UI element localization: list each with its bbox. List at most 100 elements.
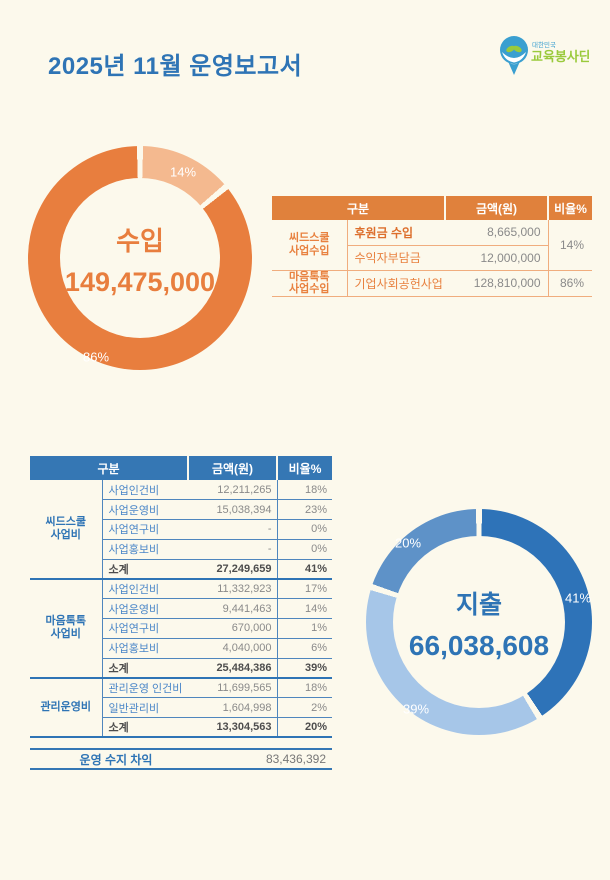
group-label-line: 사업비: [50, 528, 81, 541]
expense-table-header-row: 구분 금액(원) 비율%: [30, 456, 332, 480]
table-row: 사업운영비 15,038,394 23%: [30, 499, 332, 521]
donut-slice-label-14: 14%: [169, 164, 197, 180]
donut-hole: [393, 536, 565, 708]
group-cell: 씨드스쿨 사업비: [30, 480, 103, 580]
group-label-line: 관리운영비: [40, 701, 92, 714]
ratio-cell: 18%: [277, 480, 332, 501]
amount-cell: 11,332,923: [188, 578, 278, 600]
ratio-cell: 86%: [548, 270, 592, 297]
ratio-cell: 20%: [277, 717, 332, 739]
item-cell: 기업사회공헌사업: [347, 270, 445, 297]
table-row: 사업홍보비 4,040,000 6%: [30, 638, 332, 659]
item-cell: 사업연구비: [102, 618, 188, 639]
item-cell: 수익자부담금: [347, 245, 445, 271]
expense-donut-title: 지출: [455, 590, 502, 619]
subtotal-row: 소계 27,249,659 41%: [30, 559, 332, 580]
table-row: 씨드스쿨 사업수입 후원금 수입 8,665,000 14%: [272, 220, 592, 271]
group-label-line: 마음톡톡: [289, 270, 330, 283]
item-cell: 사업인건비: [102, 480, 188, 501]
amount-cell: 15,038,394: [188, 499, 278, 521]
amount-cell: 11,699,565: [188, 677, 278, 699]
ratio-cell: 0%: [277, 539, 332, 560]
group-cell: 씨드스쿨 사업수입: [272, 220, 348, 271]
amount-cell: 12,000,000: [445, 245, 549, 271]
item-cell: 사업홍보비: [102, 638, 188, 659]
col-header-ratio: 비율%: [276, 456, 332, 480]
group-label-line: 사업수입: [289, 244, 330, 257]
amount-cell: -: [188, 519, 278, 540]
net-balance-amount: 83,436,392: [265, 752, 326, 766]
table-row: 사업운영비 9,441,463 14%: [30, 598, 332, 620]
amount-cell: 13,304,563: [188, 717, 278, 739]
col-header-category: 구분: [272, 196, 445, 220]
donut-slice-label-39: 39%: [402, 701, 430, 717]
ratio-cell: 14%: [277, 598, 332, 620]
amount-cell: 27,249,659: [188, 559, 278, 580]
amount-cell: 9,441,463: [188, 598, 278, 620]
table-row: 씨드스쿨 사업비 사업인건비 12,211,265 18%: [30, 480, 332, 580]
subtotal-row: 소계 13,304,563 20%: [30, 717, 332, 739]
table-row: 관리운영비 관리운영 인건비 11,699,565 18%: [30, 677, 332, 739]
ratio-cell: 23%: [277, 499, 332, 521]
item-cell: 사업운영비: [102, 499, 188, 521]
item-cell: 소계: [102, 559, 188, 580]
amount-cell: 1,604,998: [188, 697, 278, 719]
table-row: 수익자부담금 12,000,000: [272, 245, 592, 271]
group-label-line: 마음톡톡: [45, 615, 86, 628]
logo-text-small: 대한민국: [532, 40, 556, 49]
donut-slice-label-41: 41%: [564, 590, 592, 606]
col-header-category: 구분: [30, 456, 188, 480]
donut-hole: [60, 178, 220, 338]
col-header-amount: 금액(원): [444, 196, 548, 220]
page-title: 2025년 11월 운영보고서: [48, 53, 303, 80]
item-cell: 소계: [102, 717, 188, 739]
amount-cell: 25,484,386: [188, 658, 278, 679]
amount-cell: 4,040,000: [188, 638, 278, 659]
ratio-cell: 18%: [277, 677, 332, 699]
subtotal-row: 소계 25,484,386 39%: [30, 658, 332, 679]
income-donut-center: 수입 149,475,000: [28, 146, 252, 370]
income-donut-title: 수입: [116, 225, 164, 256]
group-cell: 마음톡톡 사업비: [30, 578, 103, 679]
amount-cell: -: [188, 539, 278, 560]
item-cell: 소계: [102, 658, 188, 679]
group-cell: 마음톡톡 사업수입: [272, 270, 348, 297]
expense-table: 구분 금액(원) 비율% 씨드스쿨 사업비 사업인건비 12,211,265 18…: [30, 456, 332, 739]
item-cell: 사업홍보비: [102, 539, 188, 560]
group-label-line: 사업수입: [289, 283, 330, 296]
group-label-line: 씨드스쿨: [45, 515, 86, 528]
group-label-line: 사업비: [50, 628, 81, 641]
income-table-header-row: 구분 금액(원) 비율%: [272, 196, 592, 220]
ratio-cell: 1%: [277, 618, 332, 639]
expense-donut-chart: 41% 39% 20% 지출 66,038,608: [366, 509, 592, 735]
organization-logo-icon: 대한민국 교육봉사단: [500, 36, 589, 75]
col-header-amount: 금액(원): [187, 456, 277, 480]
ratio-cell: 14%: [548, 220, 592, 271]
col-header-ratio: 비율%: [547, 196, 592, 220]
item-cell: 사업연구비: [102, 519, 188, 540]
ratio-cell: 6%: [277, 638, 332, 659]
net-balance-label: 운영 수지 차익: [79, 752, 153, 767]
item-cell: 사업인건비: [102, 578, 188, 600]
expense-donut-center: 지출 66,038,608: [366, 509, 592, 735]
ratio-cell: 17%: [277, 578, 332, 600]
income-donut-total: 149,475,000: [64, 266, 216, 297]
table-row: 사업홍보비 - 0%: [30, 539, 332, 560]
table-row: 일반관리비 1,604,998 2%: [30, 697, 332, 719]
ratio-cell: 0%: [277, 519, 332, 540]
item-cell: 후원금 수입: [347, 220, 445, 246]
item-cell: 관리운영 인건비: [102, 677, 188, 699]
net-balance-row: 운영 수지 차익 83,436,392: [30, 748, 332, 770]
donut-slice-label-86: 86%: [82, 349, 110, 365]
item-cell: 사업운영비: [102, 598, 188, 620]
amount-cell: 8,665,000: [445, 220, 549, 246]
ratio-cell: 2%: [277, 697, 332, 719]
ratio-cell: 39%: [277, 658, 332, 679]
group-label-line: 씨드스쿨: [289, 232, 330, 245]
donut-slice-label-20: 20%: [394, 535, 422, 551]
item-cell: 일반관리비: [102, 697, 188, 719]
amount-cell: 128,810,000: [445, 270, 549, 297]
amount-cell: 670,000: [188, 618, 278, 639]
income-donut-chart: 14% 86% 수입 149,475,000: [28, 146, 252, 370]
